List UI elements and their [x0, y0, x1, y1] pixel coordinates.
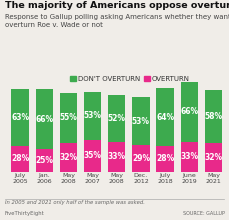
Text: 52%: 52%: [108, 114, 126, 123]
Bar: [181, 142, 198, 172]
Bar: [84, 92, 101, 140]
Bar: [205, 90, 222, 143]
Text: Response to Gallup polling asking Americans whether they wanted to
overturn Roe : Response to Gallup polling asking Americ…: [5, 14, 229, 28]
Text: 58%: 58%: [204, 112, 223, 121]
Text: 35%: 35%: [84, 151, 102, 160]
Text: FiveThirtyEight: FiveThirtyEight: [5, 211, 44, 216]
Text: 63%: 63%: [11, 113, 29, 122]
Bar: [11, 89, 29, 146]
Text: 66%: 66%: [180, 107, 198, 116]
Bar: [156, 88, 174, 146]
Text: The majority of Americans oppose overturning Roe: The majority of Americans oppose overtur…: [5, 1, 229, 10]
Text: 25%: 25%: [35, 156, 53, 165]
Text: 29%: 29%: [132, 154, 150, 163]
Text: 28%: 28%: [11, 154, 29, 163]
Bar: [60, 143, 77, 172]
Bar: [156, 146, 174, 172]
Bar: [132, 145, 150, 172]
Text: 32%: 32%: [59, 153, 78, 162]
Text: 28%: 28%: [156, 154, 174, 163]
Bar: [36, 149, 53, 172]
Text: 64%: 64%: [156, 113, 174, 122]
Text: 33%: 33%: [108, 152, 126, 161]
Text: 66%: 66%: [35, 115, 53, 124]
Text: 53%: 53%: [84, 111, 102, 120]
Bar: [108, 142, 125, 172]
Bar: [11, 146, 29, 172]
Bar: [181, 82, 198, 142]
Text: 32%: 32%: [204, 153, 223, 162]
Bar: [205, 143, 222, 172]
Bar: [84, 140, 101, 172]
Text: 53%: 53%: [132, 117, 150, 126]
Bar: [60, 93, 77, 143]
Text: SOURCE: GALLUP: SOURCE: GALLUP: [183, 211, 224, 216]
Text: 33%: 33%: [180, 152, 198, 161]
Bar: [108, 95, 125, 142]
Bar: [36, 89, 53, 149]
Legend: DON'T OVERTURN, OVERTURN: DON'T OVERTURN, OVERTURN: [68, 73, 193, 84]
Text: 55%: 55%: [60, 113, 77, 122]
Bar: [132, 97, 150, 145]
Text: In 2005 and 2021 only half of the sample was asked.: In 2005 and 2021 only half of the sample…: [5, 200, 144, 205]
